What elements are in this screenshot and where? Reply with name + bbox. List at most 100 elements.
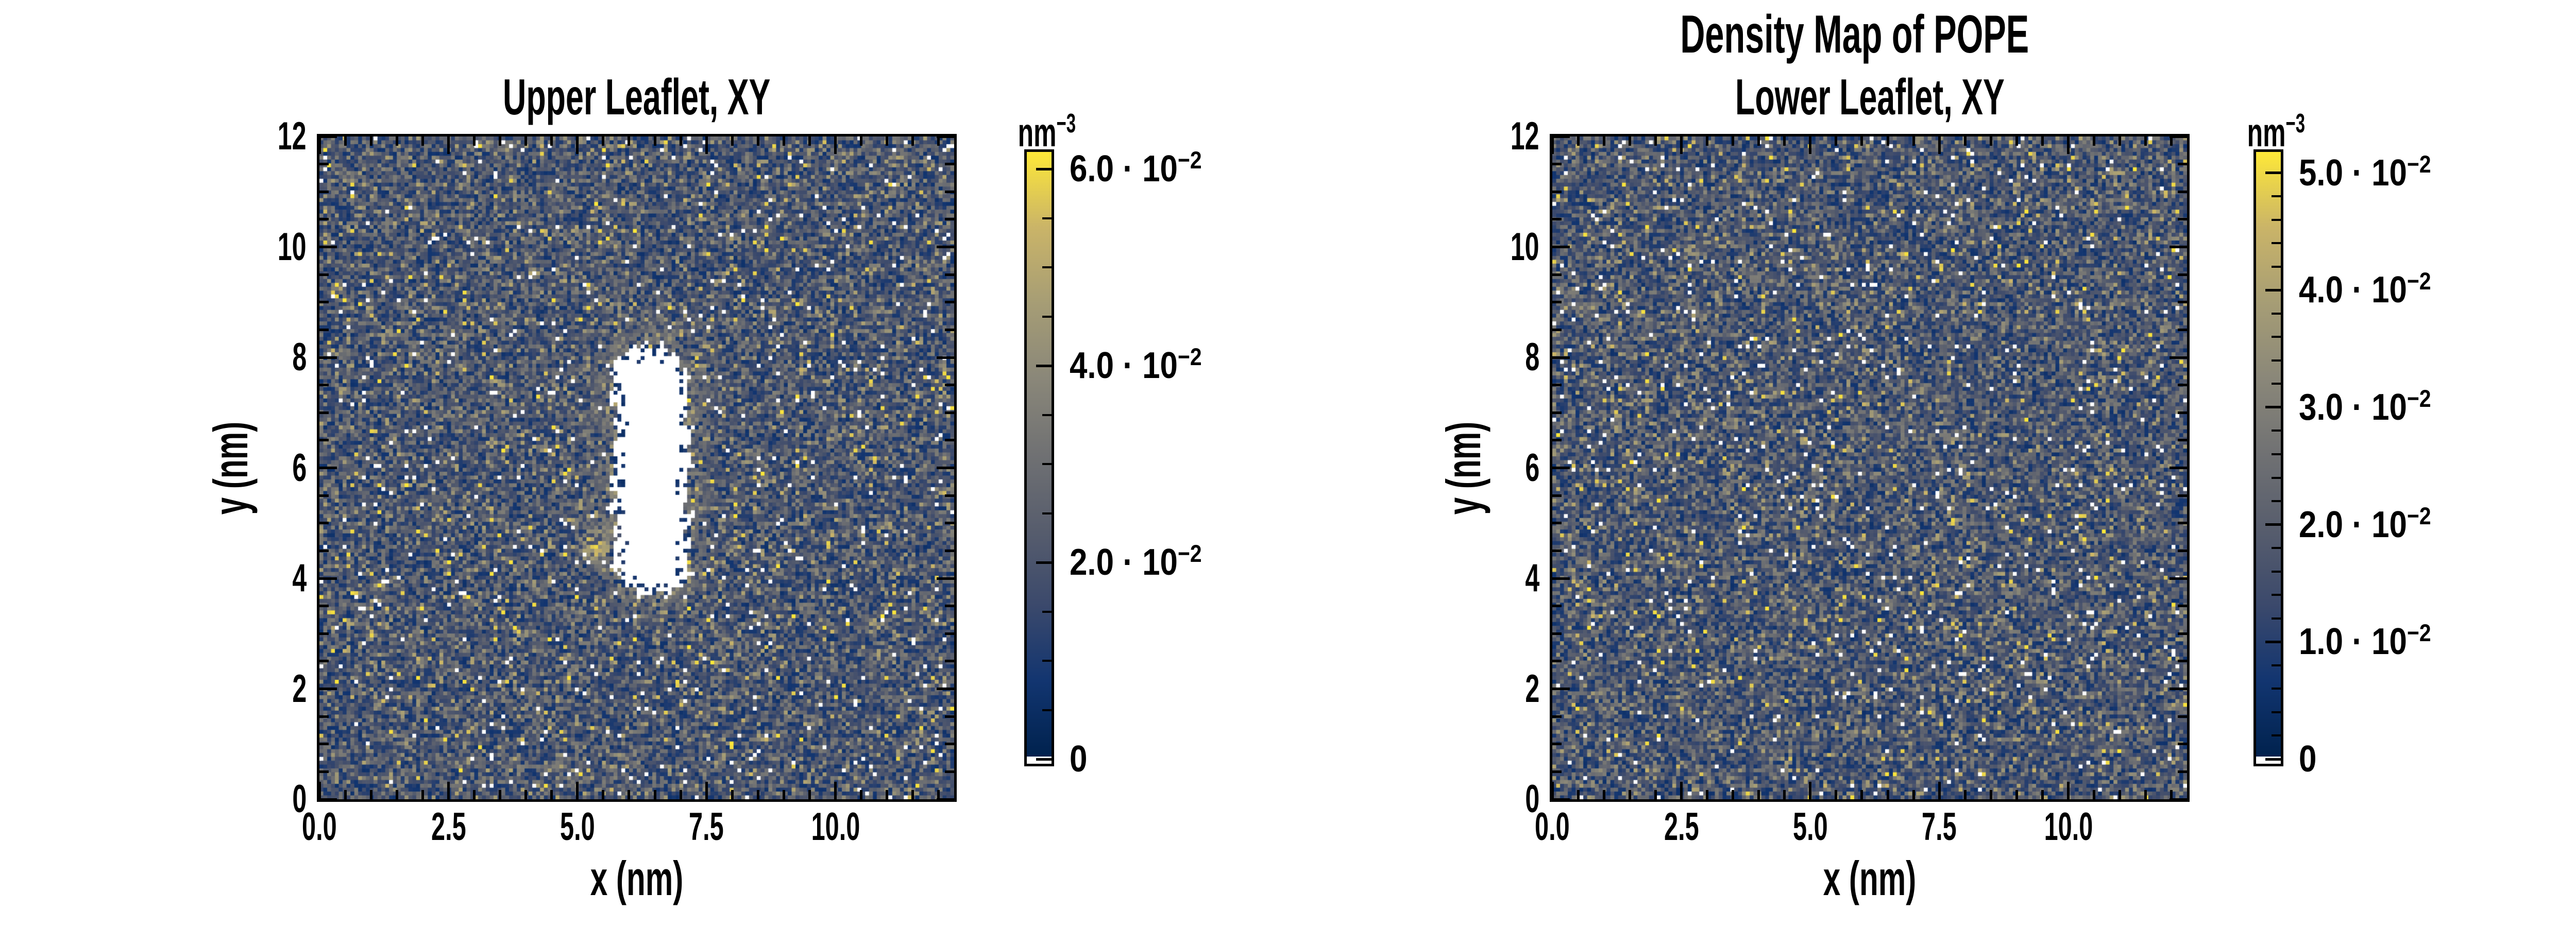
y-minor-tick bbox=[319, 328, 329, 331]
y-minor-tick bbox=[319, 549, 329, 552]
colorbar-major-tick bbox=[2265, 288, 2281, 291]
colorbar-tick-label: 2.0 · 10−2 bbox=[1070, 540, 1202, 583]
colorbar-minor-tick bbox=[2272, 617, 2281, 620]
y-tick-label: 8 bbox=[292, 335, 307, 379]
y-minor-tick bbox=[945, 439, 954, 442]
x-major-tick bbox=[2067, 136, 2070, 154]
colorbar-major-tick bbox=[2265, 171, 2281, 175]
y-minor-tick bbox=[319, 439, 329, 442]
panel-title: Lower Leaflet, XY bbox=[1735, 68, 2005, 125]
x-minor-tick bbox=[860, 790, 863, 799]
colorbar bbox=[1024, 149, 1054, 766]
x-major-tick bbox=[1809, 136, 1812, 154]
y-tick-label: 2 bbox=[1525, 666, 1539, 711]
colorbar-minor-tick bbox=[2272, 664, 2281, 666]
x-major-tick bbox=[447, 136, 450, 154]
x-minor-tick bbox=[937, 136, 940, 146]
x-minor-tick bbox=[524, 136, 528, 146]
x-minor-tick bbox=[731, 790, 734, 799]
x-minor-tick bbox=[679, 790, 682, 799]
x-minor-tick bbox=[344, 136, 347, 146]
colorbar-minor-tick bbox=[2272, 336, 2281, 338]
y-minor-tick bbox=[945, 605, 954, 608]
y-minor-tick bbox=[319, 163, 329, 166]
y-minor-tick bbox=[319, 218, 329, 221]
y-tick-label: 0 bbox=[292, 777, 307, 821]
colorbar-minor-tick bbox=[2272, 242, 2281, 245]
x-major-tick bbox=[1938, 782, 1941, 799]
x-major-tick bbox=[318, 136, 321, 154]
y-minor-tick bbox=[319, 273, 329, 276]
x-minor-tick bbox=[2119, 136, 2122, 146]
colorbar-major-tick bbox=[2265, 523, 2281, 526]
x-major-tick bbox=[576, 782, 579, 799]
x-minor-tick bbox=[1963, 790, 1967, 799]
y-minor-tick bbox=[1552, 494, 1562, 497]
x-tick-label: 5.0 bbox=[1793, 805, 1828, 849]
colorbar-minor-tick bbox=[1042, 463, 1052, 466]
y-minor-tick bbox=[945, 522, 954, 525]
x-minor-tick bbox=[1860, 136, 1863, 146]
x-minor-tick bbox=[1886, 136, 1889, 146]
x-tick-label: 0.0 bbox=[302, 805, 337, 849]
y-minor-tick bbox=[2178, 660, 2187, 663]
y-minor-tick bbox=[945, 384, 954, 387]
x-minor-tick bbox=[1602, 136, 1605, 146]
x-minor-tick bbox=[937, 790, 940, 799]
x-major-tick bbox=[834, 136, 837, 154]
colorbar-major-tick bbox=[2265, 758, 2281, 761]
y-minor-tick bbox=[2178, 494, 2187, 497]
x-minor-tick bbox=[421, 136, 424, 146]
colorbar-minor-tick bbox=[2272, 453, 2281, 455]
x-minor-tick bbox=[1732, 790, 1735, 799]
y-minor-tick bbox=[319, 301, 329, 304]
y-minor-tick bbox=[1552, 273, 1562, 276]
x-minor-tick bbox=[808, 790, 811, 799]
y-minor-tick bbox=[1552, 743, 1562, 746]
colorbar-minor-tick bbox=[2272, 476, 2281, 479]
y-major-tick bbox=[2170, 246, 2187, 248]
colorbar-minor-tick bbox=[1042, 217, 1052, 219]
y-minor-tick bbox=[945, 301, 954, 304]
y-minor-tick bbox=[945, 494, 954, 497]
colorbar-tick-label: 2.0 · 10−2 bbox=[2299, 502, 2431, 545]
x-minor-tick bbox=[653, 136, 656, 146]
x-minor-tick bbox=[1963, 136, 1967, 146]
y-tick-label: 8 bbox=[1525, 335, 1539, 379]
colorbar-tick-label: 0 bbox=[1070, 739, 1088, 780]
colorbar-minor-tick bbox=[2272, 312, 2281, 315]
x-minor-tick bbox=[550, 790, 553, 799]
y-minor-tick bbox=[1552, 218, 1562, 221]
y-major-tick bbox=[1552, 135, 1570, 138]
y-major-tick bbox=[937, 246, 954, 248]
x-minor-tick bbox=[369, 790, 372, 799]
x-major-tick bbox=[1551, 136, 1554, 154]
y-minor-tick bbox=[1552, 301, 1562, 304]
y-minor-tick bbox=[945, 715, 954, 718]
colorbar-major-tick bbox=[2265, 640, 2281, 643]
y-minor-tick bbox=[2178, 632, 2187, 635]
colorbar-minor-tick bbox=[1042, 266, 1052, 269]
y-major-tick bbox=[937, 577, 954, 580]
y-tick-label: 4 bbox=[292, 556, 307, 600]
x-minor-tick bbox=[911, 790, 914, 799]
x-minor-tick bbox=[395, 136, 398, 146]
colorbar-minor-tick bbox=[2272, 547, 2281, 550]
y-tick-label: 4 bbox=[1525, 556, 1539, 600]
y-minor-tick bbox=[1552, 328, 1562, 331]
y-minor-tick bbox=[319, 605, 329, 608]
y-major-tick bbox=[2170, 467, 2187, 469]
colorbar-minor-tick bbox=[2272, 570, 2281, 573]
y-minor-tick bbox=[945, 190, 954, 193]
colorbar-minor-tick bbox=[2272, 383, 2281, 385]
x-minor-tick bbox=[731, 136, 734, 146]
y-minor-tick bbox=[2178, 190, 2187, 193]
y-minor-tick bbox=[1552, 632, 1562, 635]
y-major-tick bbox=[319, 688, 337, 690]
y-minor-tick bbox=[945, 632, 954, 635]
colorbar-minor-tick bbox=[1042, 610, 1052, 613]
x-minor-tick bbox=[2015, 790, 2018, 799]
y-minor-tick bbox=[945, 273, 954, 276]
y-minor-tick bbox=[1552, 770, 1562, 773]
